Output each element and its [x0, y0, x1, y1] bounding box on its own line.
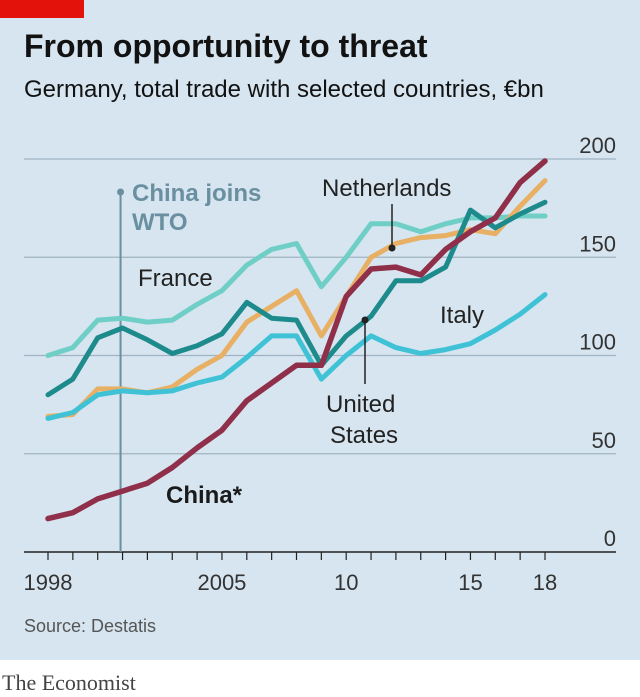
y-tick-label-200: 200: [579, 133, 616, 158]
series-lines: [45, 158, 548, 522]
chart-title: From opportunity to threat: [24, 28, 428, 64]
y-tick-labels: 0 50 100 150 200: [579, 133, 616, 551]
series-line-united-states: [45, 199, 548, 398]
source-note: Source: Destatis: [24, 616, 157, 636]
gridlines: [24, 158, 616, 553]
label-italy: Italy: [440, 302, 484, 329]
series-line-france: [45, 213, 548, 358]
line-chart: 0 50 100 150 200 1998 2005 10 15 18 China joins …: [24, 133, 616, 595]
y-tick-label-50: 50: [592, 428, 616, 453]
label-china: China*: [166, 482, 243, 509]
brand-tag: [0, 0, 84, 18]
brand-logo: The Economist: [2, 670, 136, 695]
wto-label-line2: WTO: [132, 209, 188, 236]
x-ticks: 1998 2005 10 15 18: [24, 552, 557, 595]
wto-event-dot: [117, 188, 125, 196]
x-tick-label-18: 18: [533, 570, 557, 595]
callout-lines: [361, 204, 396, 384]
x-tick-label-15: 15: [458, 570, 482, 595]
label-united-states-line1: United: [326, 391, 395, 418]
united-states-callout-dot: [361, 316, 369, 324]
y-tick-label-100: 100: [579, 330, 616, 355]
wto-label-line1: China joins: [132, 180, 261, 207]
series-line-china: [45, 158, 548, 522]
wto-event-marker: China joins WTO: [117, 180, 261, 552]
x-tick-label-1998: 1998: [24, 570, 73, 595]
y-tick-label-0: 0: [604, 526, 616, 551]
x-tick-label-2005: 2005: [197, 570, 246, 595]
series-line-italy: [45, 292, 548, 421]
label-france: France: [138, 265, 213, 292]
label-united-states-line2: States: [330, 422, 398, 449]
netherlands-callout-dot: [388, 244, 396, 252]
label-netherlands: Netherlands: [322, 175, 451, 202]
y-tick-label-150: 150: [579, 231, 616, 256]
x-tick-label-10: 10: [334, 570, 358, 595]
chart-subtitle: Germany, total trade with selected count…: [24, 76, 544, 103]
